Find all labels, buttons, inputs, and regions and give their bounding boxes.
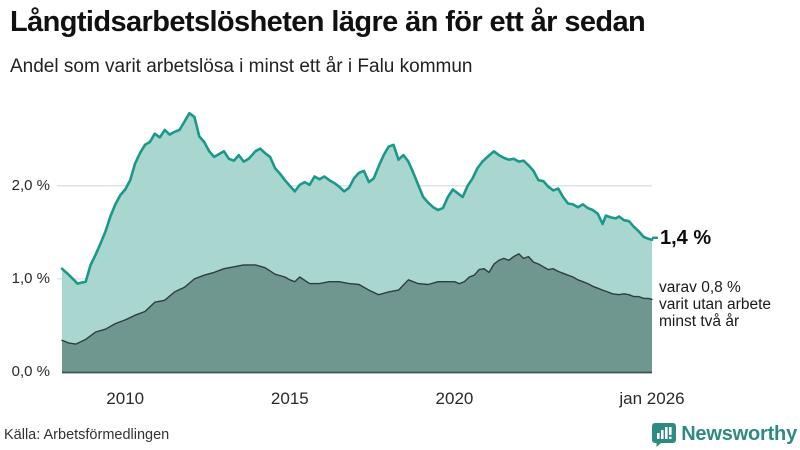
x-tick-label-jan-2026: jan 2026 (619, 389, 685, 408)
secondary-series-annotation: varav 0,8 % varit utan arbete minst två … (659, 279, 772, 330)
x-tick-label-2020: 2020 (435, 389, 474, 408)
series-end-value-label: 1,4 % (660, 226, 712, 249)
y-tick-label-1: 1,0 % (11, 269, 50, 287)
chart-subtitle: Andel som varit arbetslösa i minst ett å… (10, 56, 473, 77)
y-tick-label-2: 2,0 % (11, 176, 50, 194)
chart-title: Långtidsarbetslösheten lägre än för ett … (10, 6, 646, 38)
series-lines (60, 111, 654, 345)
newsworthy-logo[interactable]: Newsworthy (652, 422, 797, 447)
source-caption: Källa: Arbetsförmedlingen (4, 427, 170, 443)
newsworthy-wordmark: Newsworthy (681, 423, 797, 445)
x-tick-label-2015: 2015 (270, 389, 309, 408)
y-tick-label-0: 0,0 % (11, 363, 50, 380)
newsworthy-bar-chart-icon (652, 422, 677, 447)
series-areas (62, 113, 652, 372)
x-tick-label-2010: 2010 (106, 389, 145, 408)
